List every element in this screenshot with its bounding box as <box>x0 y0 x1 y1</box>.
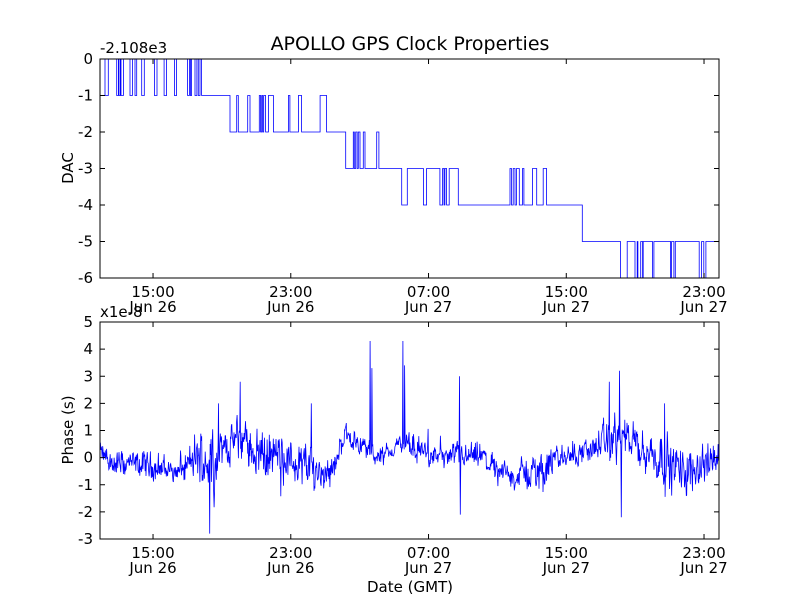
y-tick-label: 4 <box>83 340 93 358</box>
x-tick-time-label: 07:00 <box>407 544 450 562</box>
y-tick-label: 5 <box>83 313 93 331</box>
x-tick-date-label: Jun 27 <box>679 298 727 316</box>
x-tick-date-label: Jun 27 <box>542 298 590 316</box>
y-tick-label: 1 <box>83 422 93 440</box>
x-tick-date-label: Jun 26 <box>266 559 314 577</box>
x-tick-date-label: Jun 27 <box>542 559 590 577</box>
y-tick-label: -6 <box>78 269 93 287</box>
y-tick-label: -3 <box>78 530 93 548</box>
x-tick-time-label: 23:00 <box>682 283 725 301</box>
y-tick-label: -1 <box>78 87 93 105</box>
phase-series-line <box>99 340 720 534</box>
y-tick-label: -4 <box>78 196 93 214</box>
dac-y-axis-label: DAC <box>59 152 77 184</box>
dac-offset-text: -2.108e3 <box>100 39 167 57</box>
x-tick-time-label: 15:00 <box>131 283 174 301</box>
x-tick-time-label: 23:00 <box>269 283 312 301</box>
x-tick-time-label: 07:00 <box>407 283 450 301</box>
y-tick-label: -3 <box>78 160 93 178</box>
x-axis-label: Date (GMT) <box>367 578 453 596</box>
y-tick-label: -2 <box>78 123 93 141</box>
y-tick-label: 0 <box>83 449 93 467</box>
chart-title: APOLLO GPS Clock Properties <box>271 33 550 55</box>
y-tick-label: 0 <box>83 50 93 68</box>
dac-series-line <box>100 58 719 279</box>
phase-y-axis-label: Phase (s) <box>59 395 77 464</box>
x-tick-time-label: 23:00 <box>269 544 312 562</box>
x-tick-time-label: 15:00 <box>545 283 588 301</box>
x-tick-time-label: 23:00 <box>682 544 725 562</box>
x-tick-date-label: Jun 27 <box>679 559 727 577</box>
x-tick-date-label: Jun 26 <box>266 298 314 316</box>
x-tick-date-label: Jun 27 <box>404 559 452 577</box>
x-tick-date-label: Jun 26 <box>128 559 176 577</box>
y-tick-label: 3 <box>83 367 93 385</box>
y-tick-label: -5 <box>78 233 93 251</box>
x-tick-date-label: Jun 27 <box>404 298 452 316</box>
y-tick-label: -2 <box>78 503 93 521</box>
x-tick-date-label: Jun 26 <box>128 298 176 316</box>
x-tick-time-label: 15:00 <box>545 544 588 562</box>
y-tick-label: 2 <box>83 394 93 412</box>
x-tick-time-label: 15:00 <box>131 544 174 562</box>
y-tick-label: -1 <box>78 476 93 494</box>
phase-offset-text: x1e-8 <box>100 303 143 321</box>
